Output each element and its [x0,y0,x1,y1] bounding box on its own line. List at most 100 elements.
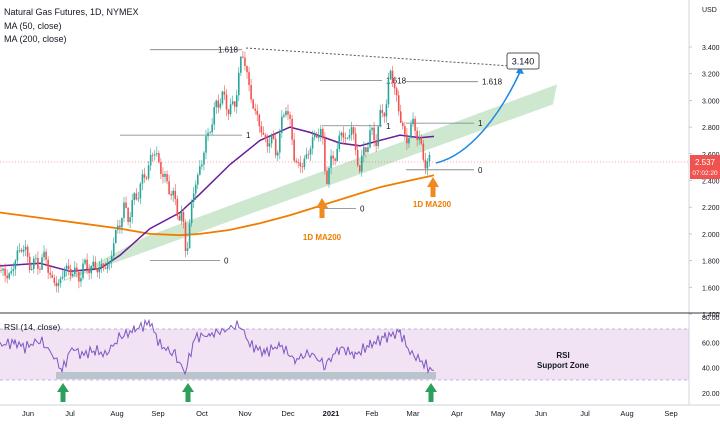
candle-body [412,118,414,125]
time-tick-label: Nov [238,409,252,418]
candle-body [260,126,263,133]
resistance-trendline [245,47,541,69]
candle-body [371,127,373,131]
candle-body [420,137,423,144]
candle-body [334,158,336,161]
candle-body [223,91,226,95]
candle-body [303,158,306,168]
candle-body [270,135,273,144]
candle-body [151,154,154,156]
time-tick-label: May [491,409,505,418]
fib-level-label: 0 [478,166,483,175]
candle-body [182,212,185,223]
candle-body [285,111,287,116]
candle-body [356,149,359,166]
candle-body [69,268,72,276]
price-tick-label: 1.600 [702,285,720,292]
target-value-label: 3.140 [512,57,535,67]
candle-body [108,261,111,264]
green-up-arrow-icon [57,383,69,402]
candle-body [377,126,379,147]
candle-body [61,276,64,279]
candle-body [147,165,150,179]
candle-body [35,257,37,259]
candle-body [340,132,343,136]
candle-body [203,152,205,165]
fib-level-label: 1.618 [482,78,503,87]
candle-body [0,269,2,271]
candle-body [293,139,295,161]
candle-body [149,154,152,166]
ma200-label-2: 1D MA200 [413,200,452,209]
candle-body [281,116,283,133]
ascending-channel [58,84,557,284]
fib-level-label: 1.618 [218,46,239,55]
ma200-marker-2: 1D MA200 [413,177,452,209]
candle-body [248,72,250,86]
candle-body [311,137,314,149]
candle-body [90,266,92,274]
rsi-tick-label: 80.00 [702,315,720,322]
ma200-label-1: 1D MA200 [303,233,342,242]
fib-level-label: 1 [246,131,251,140]
candle-body [352,127,355,134]
rsi-tick-label: 60.00 [702,340,720,347]
candle-body [145,177,148,179]
current-price-time: 07:02:20 [692,170,718,177]
candle-body [199,166,201,175]
candle-body [45,251,47,260]
candle-body [322,128,324,139]
candle-body [287,111,289,115]
price-tick-label: 2.200 [702,205,720,212]
candle-body [4,268,6,276]
candle-body [197,174,199,185]
rsi-title: RSI (14, close) [4,322,60,332]
candle-body [84,259,86,264]
candle-body [137,198,140,200]
candle-body [20,249,23,252]
time-tick-label: 2021 [323,409,340,418]
candle-body [250,85,252,100]
candle-body [358,165,361,172]
fib-level-label: 1 [386,122,391,131]
candle-body [389,70,392,80]
candle-body [174,190,177,200]
candle-body [348,135,351,138]
candle-body [22,249,25,252]
candle-body [344,137,347,139]
candle-body [141,174,144,184]
candle-body [63,270,66,277]
candle-body [86,259,88,270]
candle-body [88,269,90,274]
chart-title: Natural Gas Futures, 1D, NYMEX [4,7,139,17]
candle-body [274,138,277,156]
candle-body [164,173,166,177]
candle-body [67,265,70,269]
candle-body [24,246,27,250]
candle-body [406,134,408,144]
candle-body [254,108,256,111]
candle-body [166,173,168,182]
candle-body [160,162,162,174]
candle-body [317,135,320,138]
candle-body [201,164,203,167]
candle-body [330,155,332,168]
rsi-support-label-1: RSI [556,351,569,360]
time-tick-label: Feb [366,409,379,418]
time-tick-label: Mar [407,409,420,418]
rsi-band [0,329,689,380]
candle-body [408,137,410,144]
fib-level-label: 0 [224,257,229,266]
candle-body [399,111,402,123]
candle-body [18,249,21,251]
candle-body [363,147,365,156]
candle-body [112,243,115,257]
price-tick-label: 1.800 [702,259,720,266]
candle-body [80,278,82,282]
candle-body [129,217,131,223]
fib-level-label: 1 [478,119,483,128]
candle-body [307,154,310,156]
candle-body [221,91,224,104]
candle-body [387,79,390,105]
